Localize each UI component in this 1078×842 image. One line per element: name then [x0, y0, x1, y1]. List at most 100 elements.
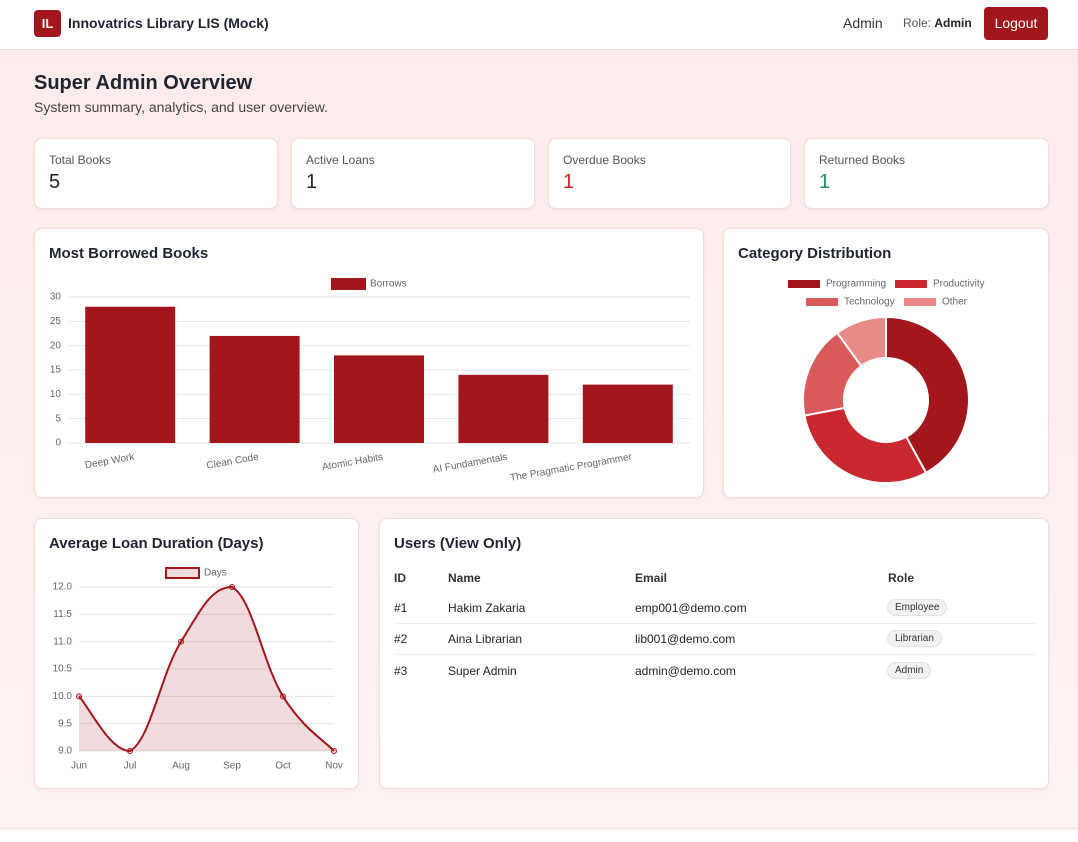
x-tick-label: Oct: [275, 761, 291, 772]
y-tick-label: 5: [55, 413, 61, 424]
navbar: IL Innovatrics Library LIS (Mock) Admin …: [0, 0, 1078, 50]
x-tick-label: AI Fundamentals: [432, 452, 508, 476]
x-tick-label: Clean Code: [206, 452, 260, 472]
line: [78, 585, 335, 753]
table-title: Users (View Only): [394, 535, 522, 552]
legend-swatch: [904, 298, 936, 306]
row-separator: [394, 623, 1036, 624]
chart-title: Most Borrowed Books: [49, 245, 209, 262]
point: [331, 748, 337, 754]
stat-card: Active Loans 1: [291, 138, 535, 209]
legend-swatch: [165, 567, 200, 579]
stat-card: Total Books 5: [34, 138, 278, 209]
table-header: ID: [394, 571, 406, 585]
donut-segment: [803, 406, 928, 484]
y-tick-label: 9.0: [58, 746, 72, 757]
table-header: Name: [448, 571, 481, 585]
users-card: Users (View Only) ID Name Email Role #1 …: [379, 518, 1049, 789]
y-tick-label: 12.0: [53, 582, 73, 593]
point: [229, 584, 235, 590]
page-subtitle: System summary, analytics, and user over…: [34, 99, 328, 115]
role-label: Role:: [903, 16, 932, 30]
stat-label: Overdue Books: [563, 153, 646, 167]
brand[interactable]: Innovatrics Library LIS (Mock): [68, 15, 269, 31]
stat-value: 1: [819, 171, 831, 193]
stat-value: 1: [306, 171, 318, 193]
legend-label: Days: [204, 568, 227, 579]
page-title: Super Admin Overview: [34, 72, 253, 94]
cell-email: admin@demo.com: [635, 664, 736, 678]
y-tick-label: 15: [50, 365, 62, 376]
legend-label: Programming: [826, 279, 886, 290]
chart-card: Average Loan Duration (Days): [34, 518, 359, 789]
point: [127, 748, 133, 754]
y-tick-label: 25: [50, 316, 62, 327]
row-separator: [394, 654, 1036, 655]
bar: [334, 355, 424, 443]
x-tick-label: Nov: [325, 761, 343, 772]
table-header: Email: [635, 571, 668, 585]
cell-id: #1: [394, 601, 408, 615]
y-tick-label: 11.0: [53, 636, 72, 647]
cell-name: Super Admin: [448, 664, 517, 678]
donut-segment: [885, 315, 970, 475]
bar: [85, 306, 176, 443]
legend-label: Other: [942, 297, 968, 308]
bar: [209, 335, 300, 443]
x-tick-label: Jun: [71, 761, 87, 772]
legend-label: Borrows: [370, 279, 407, 290]
area: [79, 587, 334, 751]
x-tick-label: Deep Work: [84, 452, 136, 472]
stat-label: Total Books: [49, 153, 112, 167]
x-tick-label: Aug: [172, 761, 190, 772]
x-tick-label: Sep: [223, 761, 241, 772]
y-tick-label: 11.5: [53, 609, 72, 620]
x-tick-label: The Pragmatic Programmer: [509, 452, 633, 484]
role-value: Admin: [934, 16, 972, 30]
legend-swatch: [788, 280, 820, 288]
chart-title: Average Loan Duration (Days): [49, 535, 264, 552]
legend-label: Productivity: [933, 279, 985, 290]
bar: [582, 384, 673, 443]
point: [76, 693, 82, 700]
stat-value: 5: [49, 171, 61, 193]
y-tick-label: 10.0: [53, 691, 73, 702]
cell-name: Hakim Zakaria: [448, 601, 526, 615]
cell-email: emp001@demo.com: [635, 601, 747, 615]
y-tick-label: 9.5: [58, 718, 72, 729]
point: [280, 693, 286, 700]
x-tick-label: Jul: [124, 761, 137, 772]
legend-label: Technology: [844, 297, 895, 308]
chart-title: Category Distribution: [738, 245, 892, 262]
stat-label: Returned Books: [819, 153, 906, 167]
y-tick-label: 20: [50, 340, 62, 351]
stat-value: 1: [563, 171, 575, 193]
y-tick-label: 30: [50, 292, 62, 303]
y-tick-label: 0: [55, 438, 61, 449]
role-badge: Admin: [887, 662, 932, 679]
footer: [0, 828, 1078, 842]
stat-card: Returned Books 1: [804, 138, 1049, 209]
cell-id: #2: [394, 632, 408, 646]
role-badge: Employee: [887, 599, 948, 616]
x-tick-label: Atomic Habits: [321, 452, 384, 474]
legend-swatch: [895, 280, 927, 288]
cell-name: Aina Librarian: [448, 632, 523, 646]
table-header: Role: [888, 571, 915, 585]
logout-button[interactable]: Logout: [984, 7, 1048, 40]
role-badge: Librarian: [887, 630, 942, 647]
logo[interactable]: IL: [34, 10, 61, 37]
stat-card: Overdue Books 1: [548, 138, 791, 209]
user-name: Admin: [843, 15, 883, 31]
role: Role: Admin: [903, 16, 972, 30]
y-tick-label: 10: [50, 389, 62, 400]
legend-swatch: [806, 298, 838, 306]
bar: [458, 374, 549, 443]
y-tick-label: 10.5: [53, 664, 73, 675]
legend-swatch: [331, 278, 366, 290]
donut-segment: [835, 315, 887, 368]
cell-id: #3: [394, 664, 408, 678]
stat-label: Active Loans: [306, 153, 375, 167]
